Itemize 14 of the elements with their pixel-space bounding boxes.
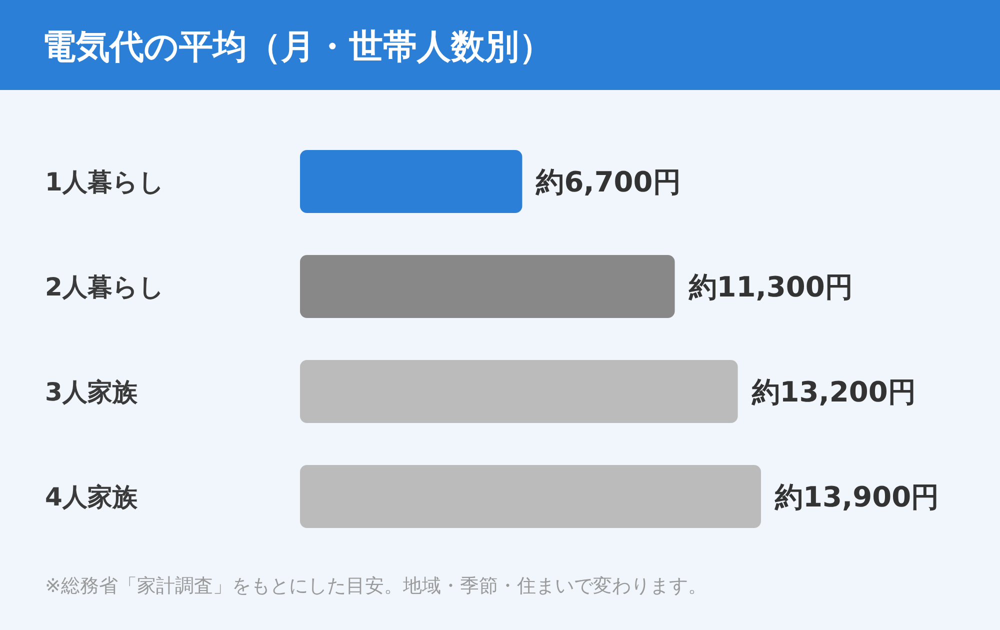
data-label: 約13,200円 bbox=[750, 376, 916, 408]
data-label: 約11,300円 bbox=[688, 270, 853, 304]
bar bbox=[300, 255, 675, 318]
bar bbox=[300, 360, 738, 423]
bar bbox=[300, 150, 522, 213]
data-label: 約13,900円 bbox=[774, 480, 940, 514]
y-tick-label: 1人暮らし bbox=[45, 168, 164, 196]
y-tick-label: 4人家族 bbox=[45, 482, 138, 512]
y-tick-label: 3人家族 bbox=[45, 378, 138, 406]
bar bbox=[300, 465, 761, 528]
text: ※総務省「家計調査」をもとにした目安。地域・季節・住まいで変わります。 bbox=[45, 575, 707, 597]
y-tick-label: 2人暮らし bbox=[45, 272, 164, 302]
chart-title: 電気代の平均（月・世帯人数別） bbox=[42, 27, 553, 67]
data-label: 約6,700円 bbox=[535, 166, 681, 198]
